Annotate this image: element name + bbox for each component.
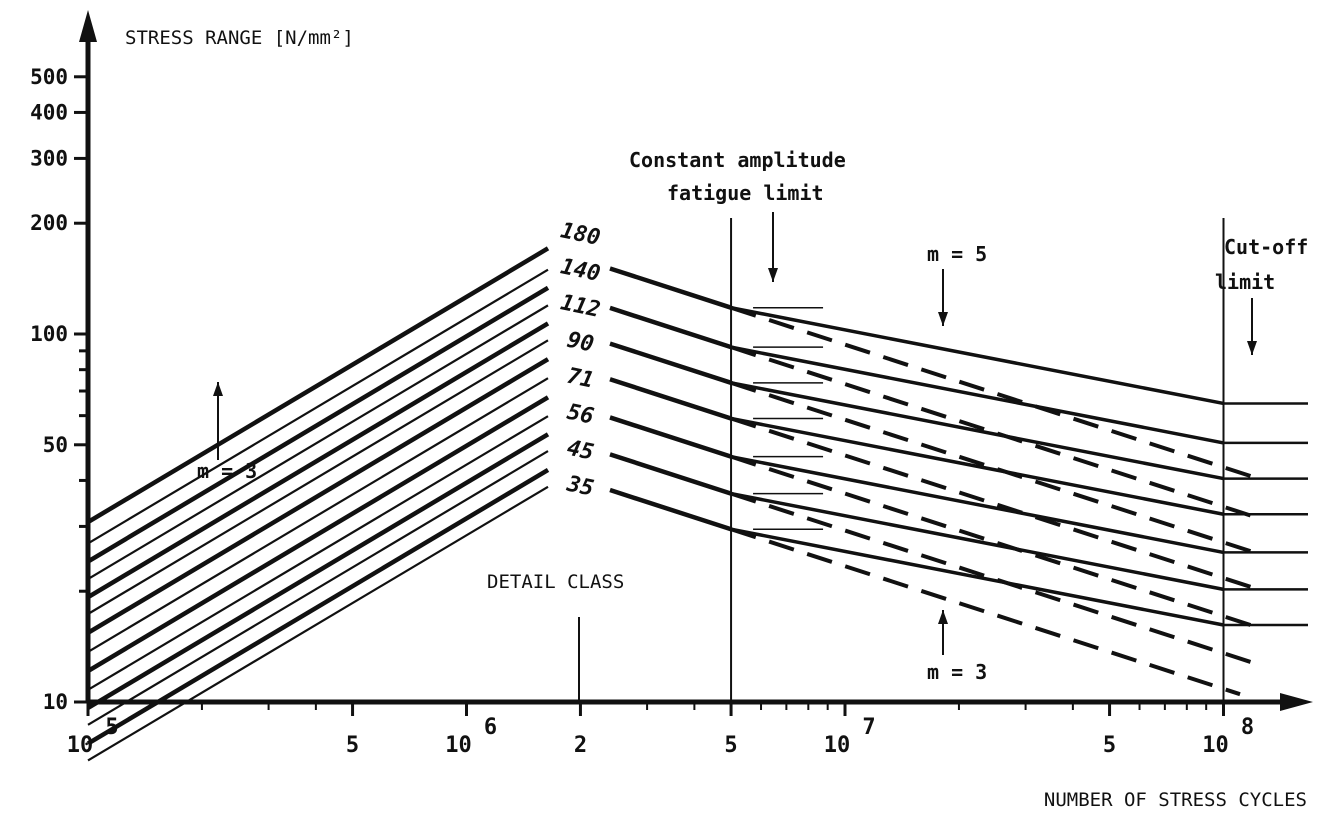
sn-curve-50-b bbox=[609, 452, 732, 496]
x-tick-label-100000: 10 bbox=[67, 733, 94, 758]
y-tick-label-300: 300 bbox=[30, 146, 68, 170]
axes bbox=[79, 10, 1313, 711]
sn-m5-50 bbox=[730, 491, 1224, 592]
y-tick-label-400: 400 bbox=[30, 100, 68, 124]
fatigue-curves bbox=[86, 218, 1308, 762]
sn-m5-63 bbox=[730, 454, 1224, 555]
sn-curve-112 bbox=[87, 304, 549, 581]
x-tick-exp-100000: 5 bbox=[105, 715, 118, 740]
x-tick-label-10000000: 10 bbox=[824, 733, 851, 758]
y-tick-label-100: 100 bbox=[30, 322, 68, 346]
m3-left-note: m = 3 bbox=[197, 459, 257, 483]
sn-curve-80-b bbox=[609, 377, 732, 421]
cutoff-arrow-head bbox=[1247, 341, 1257, 355]
sn-curve-160 bbox=[86, 246, 550, 524]
sn-curve-36 bbox=[87, 485, 549, 762]
annotation-arrows bbox=[213, 212, 1257, 702]
cutoff-note-line1: Cut-off bbox=[1224, 235, 1308, 259]
x-tick-exp-100000000: 8 bbox=[1241, 715, 1254, 740]
sn-curve-80 bbox=[86, 357, 550, 635]
sn-curve-63-b bbox=[609, 415, 732, 459]
x-ticks: 10 5 5 10 6 2 5 10 7 5 10 8 bbox=[67, 702, 1254, 758]
x-tick-exp-10000000: 7 bbox=[862, 715, 875, 740]
y-axis-title: STRESS RANGE [N/mm²] bbox=[125, 27, 354, 49]
sn-dashed-160 bbox=[730, 305, 1255, 479]
constant-amplitude-note-line1: Constant amplitude bbox=[629, 148, 846, 172]
x-tick-exp-1000000: 6 bbox=[484, 715, 497, 740]
class-label-180: 180 bbox=[558, 218, 602, 251]
x-axis-arrowhead bbox=[1280, 693, 1313, 711]
sn-dashed-40 bbox=[730, 527, 1241, 697]
sn-curve-125 bbox=[86, 285, 550, 564]
cutoff-note-line2: limit bbox=[1215, 270, 1275, 294]
sn-curve-71 bbox=[87, 377, 549, 653]
sn-curve-160-b bbox=[609, 266, 732, 310]
m5-arrow-head bbox=[938, 312, 948, 326]
x-axis-title: NUMBER OF STRESS CYCLES bbox=[1044, 789, 1307, 811]
sn-curve-140 bbox=[87, 268, 549, 545]
m3-right-note: m = 3 bbox=[927, 660, 987, 684]
sn-m5-160 bbox=[730, 305, 1224, 406]
sn-m5-125 bbox=[730, 345, 1224, 445]
y-ticks: 500 400 300 200 100 50 10 bbox=[30, 65, 88, 714]
sn-curve-56 bbox=[87, 415, 549, 691]
class-label-140: 140 bbox=[558, 254, 602, 287]
x-tick-label-50000000: 5 bbox=[1103, 733, 1116, 758]
sn-curve-40-b bbox=[609, 487, 732, 532]
y-tick-label-500: 500 bbox=[30, 65, 68, 89]
sn-curve-50 bbox=[86, 432, 550, 710]
sn-m5-40 bbox=[730, 527, 1224, 627]
m5-note: m = 5 bbox=[927, 242, 987, 266]
y-tick-label-10: 10 bbox=[43, 690, 68, 714]
class-label-35: 35 bbox=[564, 471, 596, 501]
constant-amplitude-note-line2: fatigue limit bbox=[667, 181, 824, 205]
y-tick-label-50: 50 bbox=[43, 433, 68, 457]
sn-m5-100 bbox=[730, 381, 1224, 481]
sn-dashed-63 bbox=[730, 454, 1255, 628]
sn-curve-45 bbox=[87, 450, 549, 726]
cafl-arrow-head bbox=[768, 268, 778, 282]
m3-left-arrow-head bbox=[213, 382, 223, 396]
sn-curve-90 bbox=[87, 339, 549, 615]
class-label-45: 45 bbox=[565, 436, 596, 466]
x-tick-label-100000000: 10 bbox=[1202, 733, 1229, 758]
sn-m5-80 bbox=[730, 416, 1224, 516]
class-label-90: 90 bbox=[565, 328, 596, 358]
sn-curve-100-b bbox=[609, 341, 732, 385]
sn-curve-40 bbox=[86, 467, 550, 746]
sn-dashed-100 bbox=[730, 380, 1255, 555]
class-label-56: 56 bbox=[565, 400, 596, 430]
sn-dashed-50 bbox=[730, 491, 1255, 665]
x-tick-label-2000000: 2 bbox=[574, 733, 587, 758]
x-tick-label-500000: 5 bbox=[346, 733, 359, 758]
sn-curve-63 bbox=[86, 395, 550, 673]
sn-dashed-80 bbox=[730, 416, 1255, 590]
y-axis-arrowhead bbox=[79, 10, 97, 42]
sn-curve-100 bbox=[86, 321, 550, 600]
sn-curve-125-b bbox=[609, 305, 732, 350]
detail-class-note: DETAIL CLASS bbox=[487, 571, 624, 593]
m3-right-arrow-head bbox=[938, 610, 948, 624]
class-label-112: 112 bbox=[558, 290, 602, 323]
class-label-71: 71 bbox=[565, 364, 596, 394]
x-tick-label-1000000: 10 bbox=[445, 733, 472, 758]
sn-dashed-125 bbox=[730, 345, 1255, 519]
x-tick-label-5000000: 5 bbox=[724, 733, 737, 758]
y-tick-label-200: 200 bbox=[30, 211, 68, 235]
